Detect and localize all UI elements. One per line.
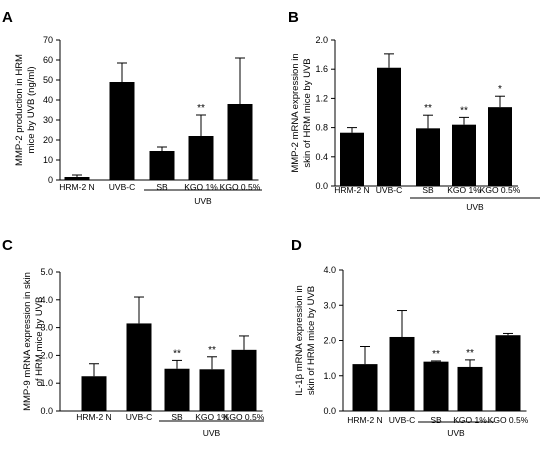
y-tick-label: 4.0 <box>40 295 53 305</box>
bar <box>109 82 135 180</box>
y-tick-label: 1.6 <box>315 64 328 74</box>
category-label: UVB-C <box>376 185 402 195</box>
y-tick-label: 3.0 <box>40 323 53 333</box>
y-tick-label: 0.0 <box>40 406 53 416</box>
y-tick-label: 1.2 <box>315 93 328 103</box>
bar <box>188 136 214 180</box>
group-label: UVB <box>194 196 212 206</box>
y-tick-label: 1.0 <box>323 371 336 381</box>
y-tick-label: 0.4 <box>315 152 328 162</box>
bar <box>495 335 521 411</box>
panel-c: C MMP-9 mRNA expression in skin of HRM mic… <box>2 237 265 438</box>
y-tick-label: 5.0 <box>40 267 53 277</box>
category-label: UVB-C <box>126 412 152 422</box>
y-tick-label: 2.0 <box>323 336 336 346</box>
bar <box>149 151 175 180</box>
bar <box>377 67 401 186</box>
category-label: UVB-C <box>109 182 135 192</box>
category-label: SB <box>171 412 183 422</box>
bar <box>488 107 512 186</box>
category-label: HRM-2 N <box>334 185 369 195</box>
y-tick-label: 70 <box>43 35 53 45</box>
y-tick-label: 0.0 <box>323 406 336 416</box>
y-tick-label: 60 <box>43 55 53 65</box>
y-axis-title: MMP-2 production in HRM <box>14 54 25 166</box>
panel-letter: B <box>288 9 299 26</box>
panel-letter: C <box>2 237 13 254</box>
y-tick-label: 40 <box>43 95 53 105</box>
y-tick-label: 0.8 <box>315 123 328 133</box>
panel-letter: A <box>2 9 13 26</box>
y-tick-label: 10 <box>43 155 53 165</box>
y-axis-title: skin of HRM mice by UVB <box>306 286 317 395</box>
y-tick-label: 50 <box>43 75 53 85</box>
category-label: SB <box>422 185 434 195</box>
category-label: HRM-2 N <box>347 415 382 425</box>
group-label: UVB <box>466 202 484 212</box>
significance-marker: ** <box>173 348 181 359</box>
y-tick-label: 3.0 <box>323 300 336 310</box>
category-label: SB <box>430 415 442 425</box>
bar <box>457 366 483 411</box>
bar <box>452 124 476 186</box>
bar <box>164 368 190 411</box>
y-tick-label: 0.0 <box>315 181 328 191</box>
y-tick-label: 30 <box>43 115 53 125</box>
significance-marker: ** <box>208 345 216 356</box>
panel-b: B MMP-2 mRNA expression in skin of HRM mic… <box>288 9 540 212</box>
bar <box>126 323 152 411</box>
y-axis-title: MMP-9 mRNA expression in skin <box>22 272 33 411</box>
y-axis-title: mice by UVB (ng/ml) <box>26 66 37 153</box>
category-label: KGO 1% <box>453 415 487 425</box>
y-tick-label: 4.0 <box>323 265 336 275</box>
category-label: KGO 0.5% <box>220 182 261 192</box>
category-label: KGO 0.5% <box>488 415 529 425</box>
significance-marker: ** <box>424 103 432 114</box>
y-tick-label: 20 <box>43 135 53 145</box>
category-label: HRM-2 N <box>76 412 111 422</box>
bar <box>81 376 107 411</box>
category-label: HRM-2 N <box>59 182 94 192</box>
bar <box>231 349 257 411</box>
bar <box>199 369 225 411</box>
bar <box>64 177 90 180</box>
y-axis-title: skin of HRM mice by UVB <box>302 58 313 167</box>
significance-marker: ** <box>460 105 468 116</box>
bar <box>416 128 440 186</box>
category-label: KGO 1% <box>184 182 218 192</box>
panel-a: A MMP-2 production in HRM mice by UVB (ng/… <box>2 9 262 206</box>
y-axis-title: IL-1β mRNA expression in <box>294 285 305 396</box>
significance-marker: ** <box>197 103 205 114</box>
y-axis-title: of HRM mice by UVB <box>34 297 45 387</box>
category-label: SB <box>156 182 168 192</box>
group-label: UVB <box>203 428 221 438</box>
y-tick-label: 1.0 <box>40 378 53 388</box>
bar <box>423 361 449 411</box>
bar <box>352 364 378 411</box>
category-label: KGO 0.5% <box>224 412 265 422</box>
bar <box>340 132 364 186</box>
bar <box>389 336 415 411</box>
category-label: KGO 1% <box>447 185 481 195</box>
category-label: KGO 1% <box>195 412 229 422</box>
significance-marker: ** <box>432 349 440 360</box>
y-tick-label: 2.0 <box>40 350 53 360</box>
y-tick-label: 2.0 <box>315 35 328 45</box>
panel-letter: D <box>291 237 302 254</box>
significance-marker: ** <box>466 348 474 359</box>
group-label: UVB <box>447 428 465 438</box>
y-tick-label: 0 <box>48 175 53 185</box>
category-label: UVB-C <box>389 415 415 425</box>
bar <box>227 104 253 180</box>
significance-marker: * <box>498 84 502 95</box>
panel-d: D IL-1β mRNA expression in skin of HRM mic… <box>291 237 529 438</box>
category-label: KGO 0.5% <box>480 185 521 195</box>
y-axis-title: MMP-2 mRNA expression in <box>290 53 301 172</box>
